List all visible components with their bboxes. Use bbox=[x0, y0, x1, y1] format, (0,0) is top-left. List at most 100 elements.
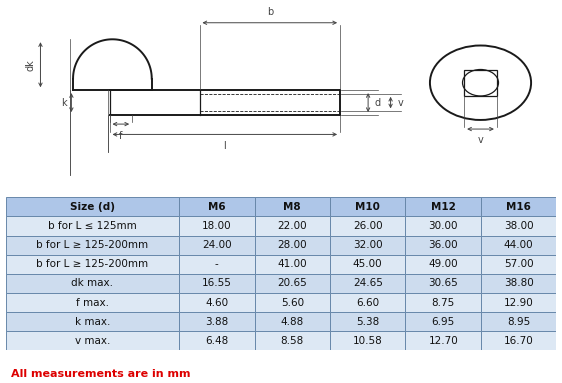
Text: 41.00: 41.00 bbox=[278, 259, 307, 269]
FancyBboxPatch shape bbox=[405, 236, 481, 255]
Text: M6: M6 bbox=[208, 202, 226, 212]
Text: 3.88: 3.88 bbox=[205, 317, 229, 327]
Text: 28.00: 28.00 bbox=[278, 240, 307, 250]
Text: 24.65: 24.65 bbox=[353, 278, 383, 288]
FancyBboxPatch shape bbox=[330, 274, 405, 293]
FancyBboxPatch shape bbox=[330, 312, 405, 331]
Text: M16: M16 bbox=[506, 202, 531, 212]
Text: 6.48: 6.48 bbox=[205, 336, 229, 346]
FancyBboxPatch shape bbox=[255, 236, 330, 255]
FancyBboxPatch shape bbox=[481, 274, 556, 293]
Text: 57.00: 57.00 bbox=[504, 259, 533, 269]
Text: dk: dk bbox=[25, 59, 35, 70]
Text: 49.00: 49.00 bbox=[428, 259, 458, 269]
FancyBboxPatch shape bbox=[330, 255, 405, 274]
FancyBboxPatch shape bbox=[6, 216, 179, 236]
FancyBboxPatch shape bbox=[330, 236, 405, 255]
FancyBboxPatch shape bbox=[405, 197, 481, 216]
Text: 8.95: 8.95 bbox=[507, 317, 531, 327]
Text: b for L ≥ 125-200mm: b for L ≥ 125-200mm bbox=[37, 259, 148, 269]
Text: 5.60: 5.60 bbox=[281, 298, 304, 308]
FancyBboxPatch shape bbox=[255, 255, 330, 274]
FancyBboxPatch shape bbox=[481, 293, 556, 312]
FancyBboxPatch shape bbox=[405, 274, 481, 293]
Text: 16.55: 16.55 bbox=[202, 278, 232, 288]
Text: 36.00: 36.00 bbox=[428, 240, 458, 250]
Text: b for L ≥ 125-200mm: b for L ≥ 125-200mm bbox=[37, 240, 148, 250]
Bar bbox=[464, 70, 497, 95]
Text: 20.65: 20.65 bbox=[278, 278, 307, 288]
Text: 6.60: 6.60 bbox=[356, 298, 379, 308]
Text: 12.70: 12.70 bbox=[428, 336, 458, 346]
FancyBboxPatch shape bbox=[179, 293, 255, 312]
FancyBboxPatch shape bbox=[481, 236, 556, 255]
Text: k max.: k max. bbox=[75, 317, 110, 327]
Text: M8: M8 bbox=[283, 202, 301, 212]
FancyBboxPatch shape bbox=[179, 236, 255, 255]
FancyBboxPatch shape bbox=[6, 236, 179, 255]
Text: 12.90: 12.90 bbox=[504, 298, 533, 308]
Text: 8.58: 8.58 bbox=[280, 336, 304, 346]
FancyBboxPatch shape bbox=[405, 331, 481, 350]
Text: 26.00: 26.00 bbox=[353, 221, 383, 231]
Text: dk max.: dk max. bbox=[71, 278, 114, 288]
FancyBboxPatch shape bbox=[481, 197, 556, 216]
FancyBboxPatch shape bbox=[255, 293, 330, 312]
Text: f: f bbox=[119, 131, 123, 141]
FancyBboxPatch shape bbox=[481, 331, 556, 350]
FancyBboxPatch shape bbox=[405, 293, 481, 312]
FancyBboxPatch shape bbox=[481, 312, 556, 331]
Text: 45.00: 45.00 bbox=[353, 259, 383, 269]
Text: M10: M10 bbox=[355, 202, 380, 212]
Text: 38.00: 38.00 bbox=[504, 221, 533, 231]
Text: 10.58: 10.58 bbox=[353, 336, 383, 346]
Text: 6.95: 6.95 bbox=[432, 317, 455, 327]
FancyBboxPatch shape bbox=[6, 331, 179, 350]
FancyBboxPatch shape bbox=[405, 216, 481, 236]
Text: 18.00: 18.00 bbox=[202, 221, 232, 231]
Text: 8.75: 8.75 bbox=[432, 298, 455, 308]
Text: b: b bbox=[266, 7, 273, 17]
Text: b for L ≤ 125mm: b for L ≤ 125mm bbox=[48, 221, 137, 231]
Text: l: l bbox=[224, 141, 226, 151]
FancyBboxPatch shape bbox=[405, 255, 481, 274]
FancyBboxPatch shape bbox=[330, 293, 405, 312]
Text: v max.: v max. bbox=[75, 336, 110, 346]
FancyBboxPatch shape bbox=[179, 274, 255, 293]
Text: M12: M12 bbox=[430, 202, 456, 212]
FancyBboxPatch shape bbox=[179, 255, 255, 274]
Text: 30.00: 30.00 bbox=[428, 221, 458, 231]
FancyBboxPatch shape bbox=[405, 312, 481, 331]
Text: All measurements are in mm: All measurements are in mm bbox=[11, 369, 191, 379]
FancyBboxPatch shape bbox=[255, 331, 330, 350]
FancyBboxPatch shape bbox=[255, 274, 330, 293]
Text: f max.: f max. bbox=[76, 298, 109, 308]
Text: v: v bbox=[397, 98, 403, 108]
FancyBboxPatch shape bbox=[6, 293, 179, 312]
Text: 32.00: 32.00 bbox=[353, 240, 383, 250]
Text: 30.65: 30.65 bbox=[428, 278, 458, 288]
FancyBboxPatch shape bbox=[179, 312, 255, 331]
Text: Size (d): Size (d) bbox=[70, 202, 115, 212]
FancyBboxPatch shape bbox=[255, 312, 330, 331]
Text: 24.00: 24.00 bbox=[202, 240, 232, 250]
FancyBboxPatch shape bbox=[330, 331, 405, 350]
FancyBboxPatch shape bbox=[179, 331, 255, 350]
FancyBboxPatch shape bbox=[481, 255, 556, 274]
FancyBboxPatch shape bbox=[179, 216, 255, 236]
FancyBboxPatch shape bbox=[6, 274, 179, 293]
FancyBboxPatch shape bbox=[481, 216, 556, 236]
Text: 38.80: 38.80 bbox=[504, 278, 533, 288]
Text: 4.60: 4.60 bbox=[205, 298, 228, 308]
FancyBboxPatch shape bbox=[330, 197, 405, 216]
Text: -: - bbox=[215, 259, 219, 269]
FancyBboxPatch shape bbox=[6, 197, 179, 216]
FancyBboxPatch shape bbox=[255, 197, 330, 216]
Text: 16.70: 16.70 bbox=[504, 336, 533, 346]
Text: 44.00: 44.00 bbox=[504, 240, 533, 250]
Text: 4.88: 4.88 bbox=[280, 317, 304, 327]
Text: k: k bbox=[61, 98, 66, 108]
FancyBboxPatch shape bbox=[179, 197, 255, 216]
Text: d: d bbox=[375, 98, 381, 108]
Text: v: v bbox=[478, 135, 483, 145]
